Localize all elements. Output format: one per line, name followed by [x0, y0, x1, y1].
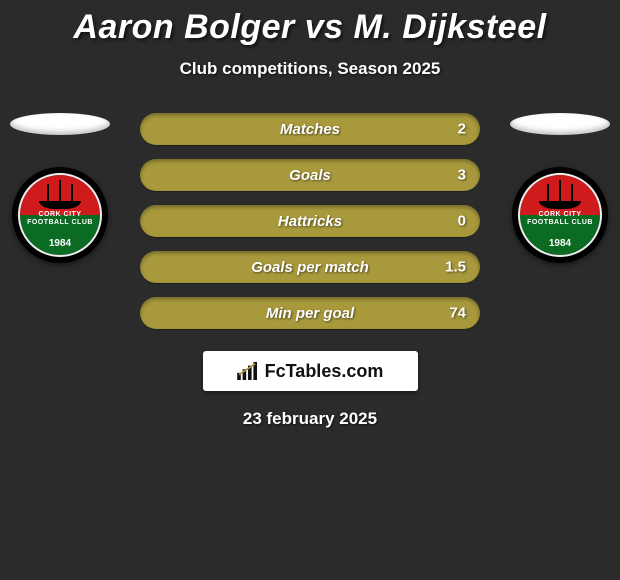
stat-label: Goals per match — [251, 259, 369, 276]
attribution-badge: FcTables.com — [203, 351, 418, 391]
stat-row: Hattricks 0 — [140, 205, 480, 237]
fctables-logo-icon — [237, 362, 259, 380]
right-club-column: CORK CITY FOOTBALL CLUB 1984 — [510, 113, 610, 263]
stat-label: Hattricks — [278, 213, 342, 230]
stat-row: Goals 3 — [140, 159, 480, 191]
stat-label: Matches — [280, 121, 340, 138]
footer-date: 23 february 2025 — [0, 409, 620, 429]
stats-panel: Matches 2 Goals 3 Hattricks 0 Goals per … — [140, 113, 480, 329]
page-title: Aaron Bolger vs M. Dijksteel — [0, 8, 620, 47]
left-flag-icon — [10, 113, 110, 135]
left-club-column: CORK CITY FOOTBALL CLUB 1984 — [10, 113, 110, 263]
stat-label: Min per goal — [266, 305, 354, 322]
stat-label: Goals — [289, 167, 331, 184]
stat-row: Min per goal 74 — [140, 297, 480, 329]
stat-value: 0 — [458, 213, 466, 230]
stat-value: 74 — [449, 305, 466, 322]
stat-value: 2 — [458, 121, 466, 138]
attribution-text: FcTables.com — [265, 361, 384, 382]
stat-row: Matches 2 — [140, 113, 480, 145]
page-subtitle: Club competitions, Season 2025 — [0, 59, 620, 79]
stat-row: Goals per match 1.5 — [140, 251, 480, 283]
right-flag-icon — [510, 113, 610, 135]
stat-value: 1.5 — [445, 259, 466, 276]
stat-value: 3 — [458, 167, 466, 184]
right-club-badge: CORK CITY FOOTBALL CLUB 1984 — [512, 167, 608, 263]
left-club-badge: CORK CITY FOOTBALL CLUB 1984 — [12, 167, 108, 263]
